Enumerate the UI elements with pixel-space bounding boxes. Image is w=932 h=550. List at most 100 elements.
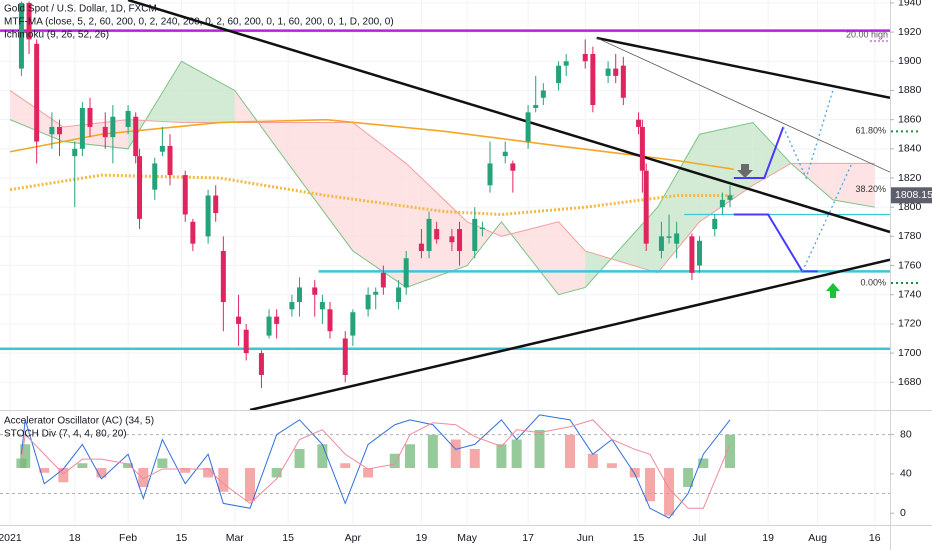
fib-label: 61.80% (855, 126, 886, 136)
y-tick-label: 1920 (898, 26, 922, 38)
ac-bar (496, 444, 507, 468)
x-tick-label: 18 (69, 532, 81, 544)
ac-bar (645, 468, 655, 502)
candle-body (190, 221, 196, 244)
candle-body (205, 195, 211, 237)
ac-bar (469, 449, 480, 468)
candle-body (719, 199, 725, 208)
fib-label: 0.00% (860, 277, 886, 287)
candle-body (697, 240, 703, 266)
candle-body (125, 110, 131, 127)
candle-body (658, 236, 664, 251)
candle-body (327, 309, 333, 332)
cloud-segment (699, 122, 753, 222)
candle-body (243, 329, 249, 354)
indicator-label: Ichimoku (9, 26, 52, 26) (4, 30, 109, 41)
candle-body (26, 2, 32, 40)
trendline (127, 0, 890, 234)
cloud-segment (181, 61, 235, 123)
x-tick-label: 19 (416, 532, 428, 544)
candle-body (556, 65, 562, 84)
candle-body (426, 218, 432, 251)
x-tick-label: 17 (522, 532, 534, 544)
y-tick-label: 1700 (898, 347, 922, 359)
x-tick-label: 16 (869, 532, 881, 544)
candle-body (620, 65, 626, 98)
x-tick-label: Jun (577, 532, 594, 544)
up-arrow-marker (826, 283, 840, 298)
candle-body (639, 126, 645, 171)
ac-bar (157, 458, 168, 468)
x-tick-label: Jul (693, 532, 706, 544)
y-tick-label: 1780 (898, 230, 922, 242)
x-tick-label: Feb (119, 532, 137, 544)
projection-path (733, 213, 818, 273)
candle-body (727, 195, 733, 200)
stoch-line (20, 419, 731, 509)
indicator-label: STOCH Div (7, 4, 4, 80, 20) (4, 429, 127, 440)
ac-bar (405, 444, 415, 468)
x-tick-label: 2021 (0, 532, 22, 544)
candle-body (49, 126, 55, 135)
y-tick-label: 1720 (898, 318, 922, 330)
cloud-segment (558, 221, 586, 295)
ac-bar (565, 434, 575, 468)
ac-bar (340, 463, 351, 468)
y-tick-label: 40 (900, 468, 912, 480)
candle-body (403, 258, 409, 288)
y-tick-label: 1680 (898, 376, 922, 388)
ac-bar (294, 449, 305, 468)
candle-body (365, 294, 371, 310)
y-tick-label: 1800 (898, 201, 922, 213)
candle-body (582, 53, 588, 62)
ac-bar (725, 434, 735, 468)
candle-body (137, 156, 143, 219)
projection-path (782, 90, 834, 180)
ac-bar (664, 468, 675, 516)
projection-path (733, 126, 785, 180)
candle-body (18, 2, 24, 69)
down-arrow-marker (737, 164, 753, 178)
ac-bar (389, 453, 400, 468)
ac-bar (58, 468, 69, 483)
ac-bar (271, 468, 282, 478)
ac-bar (450, 439, 461, 468)
candle-body (479, 227, 485, 230)
trendline (596, 36, 890, 99)
last-price-label: 1808.15 (895, 189, 932, 201)
ac-bar (123, 463, 134, 468)
ac-bar (511, 439, 522, 468)
chart-title: Gold Spot / U.S. Dollar, 1D, FXCM (4, 4, 157, 15)
ac-bar (20, 444, 31, 468)
candle-body (502, 151, 508, 157)
candle-body (449, 236, 455, 243)
candle-body (342, 338, 348, 375)
ac-bar (203, 468, 214, 478)
candle-body (674, 233, 680, 244)
candle-body (110, 116, 116, 138)
candle-body (712, 218, 718, 230)
candle-body (533, 105, 539, 108)
candle-body (167, 145, 173, 176)
candle-body (380, 272, 386, 288)
y-tick-label: 1900 (898, 55, 922, 67)
candle-body (289, 302, 295, 310)
ac-bar (180, 468, 191, 473)
x-tick-label: Apr (345, 532, 362, 544)
candle-body (373, 291, 379, 295)
trendline (596, 37, 890, 173)
candle-body (102, 126, 108, 138)
indicator-label: MTF-MA (close, 5, 2, 60, 200, 0, 2, 240,… (4, 17, 394, 28)
candle-body (636, 119, 642, 127)
candle-body (152, 163, 158, 190)
candle-body (34, 43, 40, 142)
high-label: 20.00 high (846, 29, 888, 39)
cloud-segment (352, 122, 407, 288)
candle-body (297, 287, 303, 303)
x-tick-label: 15 (633, 532, 645, 544)
x-tick-label: Aug (808, 532, 827, 544)
candle-body (457, 229, 463, 251)
candle-body (689, 236, 695, 273)
candle-body (220, 250, 226, 303)
cloud-segment (752, 122, 791, 186)
